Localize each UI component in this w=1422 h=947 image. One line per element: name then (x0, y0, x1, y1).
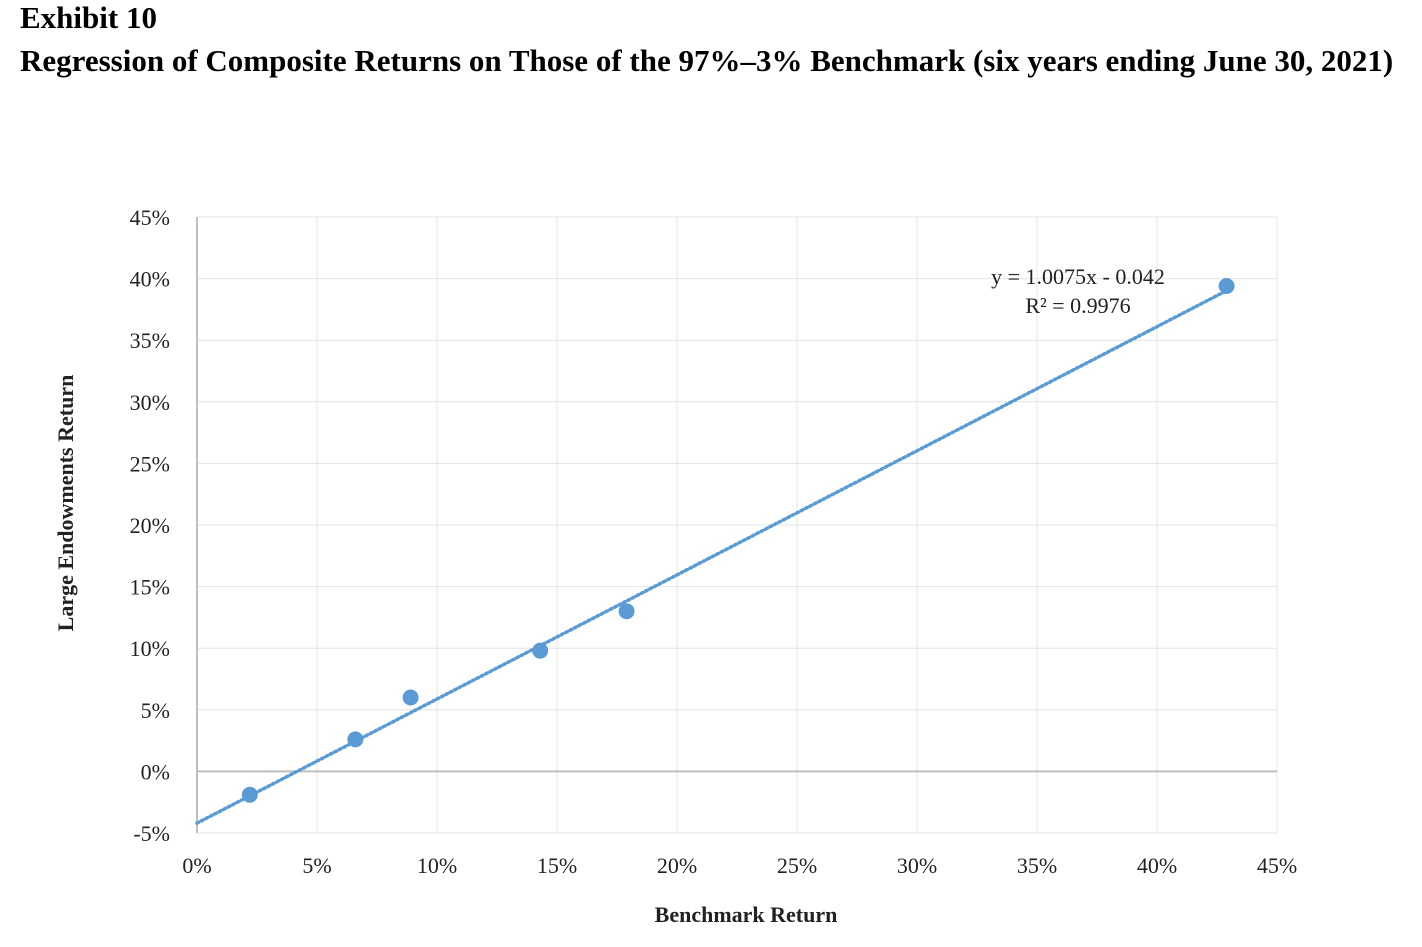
y-tick-label: -5% (133, 821, 170, 846)
x-tick-label: 15% (537, 853, 577, 878)
x-tick-label: 25% (777, 853, 817, 878)
exhibit-label: Exhibit 10 (20, 0, 157, 35)
x-tick-label: 0% (182, 853, 211, 878)
y-tick-label: 35% (130, 328, 170, 353)
y-tick-label: 15% (130, 575, 170, 600)
x-tick-label: 30% (897, 853, 937, 878)
x-tick-label: 40% (1137, 853, 1177, 878)
y-tick-label: 0% (141, 759, 170, 784)
y-tick-label: 30% (130, 390, 170, 415)
x-tick-label: 45% (1257, 853, 1297, 878)
data-point (1218, 277, 1235, 294)
data-point (618, 603, 635, 620)
x-tick-label: 5% (302, 853, 331, 878)
data-point (532, 642, 549, 659)
trendline (195, 288, 1229, 825)
axes (196, 217, 1277, 833)
y-tick-label: 45% (130, 205, 170, 230)
r-squared-label: R² = 0.9976 (1025, 293, 1130, 318)
data-point (402, 689, 419, 706)
y-tick-label: 5% (141, 698, 170, 723)
y-tick-label: 20% (130, 513, 170, 538)
tick-labels: 0% 5% 10% 15% 20% 25% 30% 35% 40% 45% -5% 0% 5% 10% 15… (130, 205, 1297, 878)
data-point (241, 786, 258, 803)
x-tick-label: 35% (1017, 853, 1057, 878)
exhibit-title: Regression of Composite Returns on Those… (20, 43, 1394, 78)
data-points (241, 277, 1235, 803)
y-tick-label: 25% (130, 451, 170, 476)
y-tick-label: 10% (130, 636, 170, 661)
data-point (347, 731, 364, 748)
x-axis-title: Benchmark Return (655, 902, 838, 927)
trendline-equation: y = 1.0075x - 0.042 (991, 264, 1165, 289)
trendline-group (195, 288, 1229, 825)
chart-labels: y = 1.0075x - 0.042 R² = 0.9976 Benchmar… (53, 264, 1165, 927)
x-tick-label: 20% (657, 853, 697, 878)
x-tick-label: 10% (417, 853, 457, 878)
gridlines (197, 216, 1278, 834)
y-axis-title: Large Endowments Return (53, 375, 78, 632)
y-tick-label: 40% (130, 267, 170, 292)
